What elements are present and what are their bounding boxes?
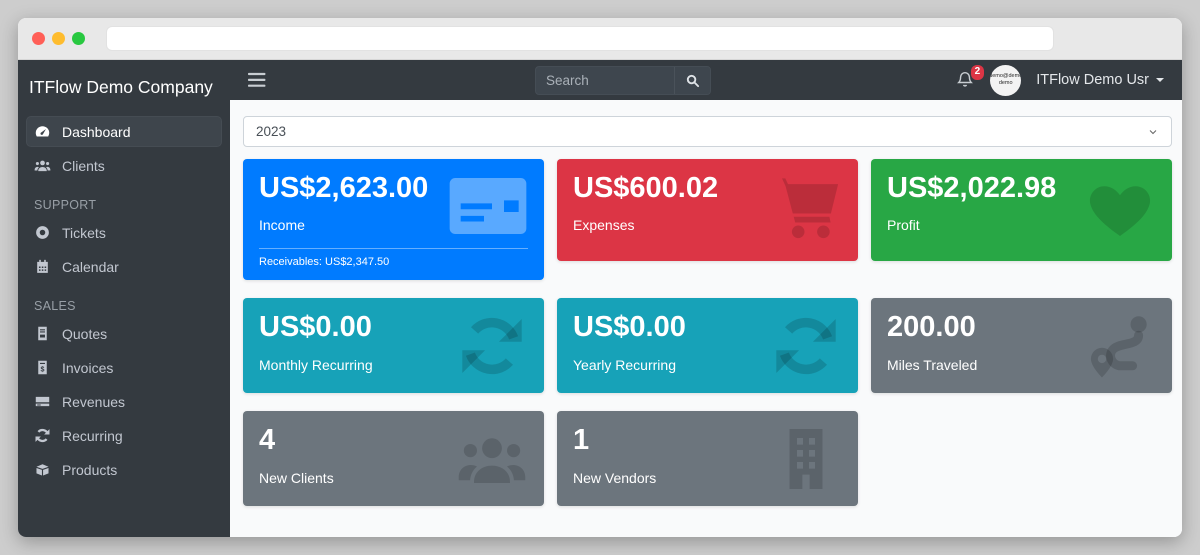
new-clients-card: 4 New Clients <box>243 411 544 507</box>
notifications-button[interactable]: 2 <box>955 65 985 90</box>
avatar-text: demo@demo <box>990 73 1022 80</box>
chevron-down-icon <box>1149 129 1157 134</box>
sidebar: ITFlow Demo Company Dashboard <box>18 60 230 537</box>
card-value: US$0.00 <box>573 311 686 344</box>
sync-icon <box>462 317 522 374</box>
browser-titlebar <box>18 18 1182 60</box>
income-card: US$2,623.00 Income Receivables: US$2,347… <box>243 159 544 281</box>
sidebar-item-label: Calendar <box>62 258 119 275</box>
notification-count-badge: 2 <box>970 65 985 80</box>
card-label: Expenses <box>573 217 635 234</box>
chevron-down-icon <box>1156 78 1164 86</box>
sidebar-item-quotes[interactable]: Quotes <box>26 318 222 349</box>
card-value: US$0.00 <box>259 311 372 344</box>
expenses-card: US$600.02 Expenses <box>557 159 858 261</box>
card-value: US$2,623.00 <box>259 172 429 204</box>
search-input[interactable] <box>536 66 674 94</box>
stat-cards-grid: US$2,623.00 Income Receivables: US$2,347… <box>243 159 1172 507</box>
card-label: Monthly Recurring <box>259 356 373 373</box>
sidebar-toggle-icon[interactable] <box>248 72 267 88</box>
address-bar[interactable] <box>106 26 1054 51</box>
year-select-value: 2023 <box>256 124 287 139</box>
card-value: US$600.02 <box>573 172 719 204</box>
gauge-icon <box>35 126 50 137</box>
top-navbar: 2 demo@demo demo ITFlow Demo Usr <box>230 60 1182 100</box>
route-icon <box>1090 316 1147 378</box>
sidebar-item-revenues[interactable]: Revenues <box>26 386 222 417</box>
sidebar-item-label: Invoices <box>62 359 114 376</box>
browser-window: ITFlow Demo Company Dashboard <box>18 18 1182 537</box>
year-select[interactable]: 2023 <box>243 116 1172 147</box>
maximize-window-button[interactable] <box>72 32 85 45</box>
card-value: 200.00 <box>887 311 976 344</box>
sidebar-item-label: Recurring <box>62 427 123 444</box>
main-column: 2 demo@demo demo ITFlow Demo Usr 2023 <box>230 60 1182 537</box>
sidebar-item-invoices[interactable]: $ Invoices <box>26 352 222 383</box>
search-icon <box>686 74 700 87</box>
users-icon <box>34 160 51 172</box>
sidebar-section-sales: SALES <box>34 299 76 313</box>
search-button[interactable] <box>674 66 710 94</box>
svg-text:$: $ <box>41 365 45 373</box>
brand-title[interactable]: ITFlow Demo Company <box>29 77 213 97</box>
sidebar-item-label: Products <box>62 461 118 478</box>
card-label: Income <box>259 217 305 234</box>
avatar[interactable]: demo@demo demo <box>990 64 1022 96</box>
life-ring-icon <box>36 226 49 239</box>
avatar-text: demo <box>998 80 1013 86</box>
sync-icon <box>776 317 836 374</box>
card-label: Profit <box>887 217 920 234</box>
yearly-recurring-card: US$0.00 Yearly Recurring <box>557 298 858 394</box>
card-label: Yearly Recurring <box>573 356 676 373</box>
search-group <box>535 65 711 95</box>
miles-traveled-card: 200.00 Miles Traveled <box>871 298 1172 394</box>
user-name-label: ITFlow Demo Usr <box>1036 72 1149 88</box>
close-window-button[interactable] <box>32 32 45 45</box>
navbar-right: 2 demo@demo demo ITFlow Demo Usr <box>955 64 1164 96</box>
sidebar-item-label: Quotes <box>62 325 108 342</box>
sidebar-item-label: Tickets <box>62 224 106 241</box>
sidebar-nav: Dashboard Clients SUPPORT <box>18 110 230 494</box>
profit-card: US$2,022.98 Profit <box>871 159 1172 261</box>
box-icon <box>36 464 49 476</box>
sidebar-item-products[interactable]: Products <box>26 454 222 485</box>
credit-card-icon <box>449 177 527 235</box>
calendar-icon <box>37 259 48 273</box>
sync-icon <box>35 428 50 443</box>
card-value: 4 <box>259 424 276 457</box>
heart-icon <box>1089 186 1151 236</box>
card-value: US$2,022.98 <box>887 172 1057 204</box>
card-label: New Vendors <box>573 469 657 486</box>
sidebar-item-dashboard[interactable]: Dashboard <box>26 116 222 147</box>
card-value: 1 <box>573 424 590 457</box>
minimize-window-button[interactable] <box>52 32 65 45</box>
monthly-recurring-card: US$0.00 Monthly Recurring <box>243 298 544 394</box>
sidebar-item-label: Dashboard <box>62 123 131 140</box>
credit-card-icon <box>35 396 50 407</box>
card-label: Miles Traveled <box>887 356 978 373</box>
file-invoice-icon <box>38 326 47 341</box>
sidebar-item-calendar[interactable]: Calendar <box>26 251 222 282</box>
bell-icon <box>957 71 974 87</box>
dashboard-content: 2023 US$2,623.00 Income Receivables: US$… <box>230 100 1182 537</box>
app-shell: ITFlow Demo Company Dashboard <box>18 60 1182 537</box>
user-menu[interactable]: ITFlow Demo Usr <box>1036 72 1164 88</box>
file-invoice-dollar-icon: $ <box>38 360 47 375</box>
sidebar-item-recurring[interactable]: Recurring <box>26 420 222 451</box>
new-vendors-card: 1 New Vendors <box>557 411 858 507</box>
building-icon <box>789 428 823 489</box>
sidebar-item-tickets[interactable]: Tickets <box>26 217 222 248</box>
shopping-cart-icon <box>773 178 839 239</box>
users-icon <box>458 438 526 483</box>
sidebar-item-label: Revenues <box>62 393 126 410</box>
card-label: New Clients <box>259 469 334 486</box>
sidebar-item-label: Clients <box>62 157 105 174</box>
card-footer: Receivables: US$2,347.50 <box>259 248 528 268</box>
sidebar-section-support: SUPPORT <box>34 198 97 212</box>
sidebar-item-clients[interactable]: Clients <box>26 150 222 181</box>
